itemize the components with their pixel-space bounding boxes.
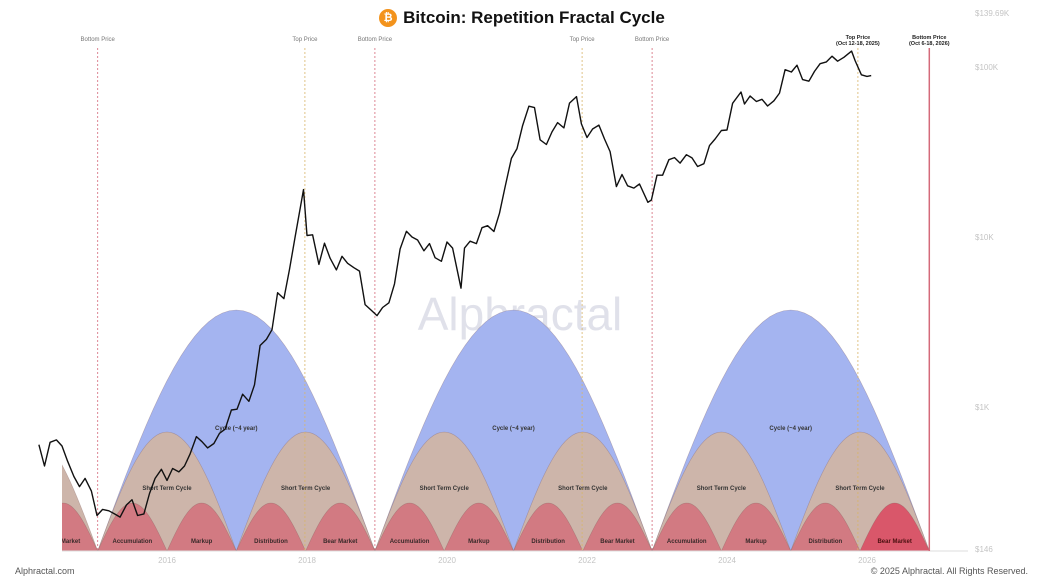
- bottom-price-label: Bottom Price: [912, 35, 946, 41]
- phase-label: Bear Market: [877, 539, 911, 545]
- phase-arc: [651, 502, 722, 552]
- left-mask: [0, 0, 62, 560]
- x-tick-label: 2026: [858, 556, 876, 565]
- bottom-price-label: Bottom Price: [358, 37, 393, 43]
- footer-copyright: © 2025 Alphractal. All Rights Reserved.: [870, 566, 1028, 576]
- phase-arc: [235, 502, 307, 552]
- right-mask: [930, 0, 1044, 560]
- phase-arc: [582, 502, 653, 552]
- short-term-label: Short Term Cycle: [420, 486, 470, 492]
- chart-title: ₿ Bitcoin: Repetition Fractal Cycle: [0, 8, 1044, 28]
- phase-label: Markup: [468, 539, 490, 545]
- cycle-label: Cycle (~4 year): [215, 426, 258, 432]
- x-tick-label: 2016: [158, 556, 176, 565]
- top-price-label: Top Price: [292, 37, 318, 43]
- bitcoin-icon: ₿: [379, 9, 398, 27]
- phase-arc: [513, 502, 584, 552]
- y-tick-label: $100K: [975, 63, 999, 72]
- phase-arc: [305, 502, 376, 552]
- x-tick-label: 2020: [438, 556, 456, 565]
- bottom-price-date: (Oct 6-18, 2026): [909, 41, 950, 47]
- phase-label: Markup: [745, 539, 767, 545]
- phase-label: Distribution: [531, 539, 565, 545]
- phase-arc: [720, 502, 792, 552]
- x-tick-label: 2022: [578, 556, 596, 565]
- title-text: Bitcoin: Repetition Fractal Cycle: [403, 8, 665, 27]
- short-term-label: Short Term Cycle: [142, 486, 192, 492]
- phase-arc: [374, 502, 445, 552]
- top-price-label: Top Price: [570, 37, 596, 43]
- phase-label: Markup: [191, 539, 213, 545]
- phase-label: Accumulation: [390, 539, 430, 545]
- footer-source[interactable]: Alphractal.com: [15, 566, 75, 576]
- phase-label: Accumulation: [667, 539, 707, 545]
- phase-label: Distribution: [254, 539, 288, 545]
- y-tick-label: $146: [975, 545, 993, 554]
- phase-label: Accumulation: [113, 539, 153, 545]
- phase-label: Distribution: [809, 539, 843, 545]
- y-tick-label: $1K: [975, 403, 990, 412]
- top-price-date: (Oct 12-18, 2025): [836, 41, 880, 47]
- phase-arc: [166, 502, 237, 552]
- phase-label: Bear Market: [600, 539, 634, 545]
- x-tick-label: 2024: [718, 556, 736, 565]
- bottom-price-label: Bottom Price: [635, 37, 670, 43]
- phase-arc: [790, 502, 861, 552]
- short-term-label: Short Term Cycle: [281, 486, 331, 492]
- y-tick-label: $139.69K: [975, 9, 1010, 18]
- x-tick-label: 2018: [298, 556, 316, 565]
- phase-arc: [859, 502, 930, 552]
- short-term-label: Short Term Cycle: [558, 486, 608, 492]
- y-tick-label: $10K: [975, 233, 994, 242]
- cycle-label: Cycle (~4 year): [492, 426, 535, 432]
- cycle-label: Cycle (~4 year): [769, 426, 812, 432]
- short-term-label: Short Term Cycle: [697, 486, 747, 492]
- top-price-label: Top Price: [846, 35, 871, 41]
- price-line: [38, 50, 872, 518]
- phase-label: Bear Market: [46, 539, 80, 545]
- phase-label: Bear Market: [323, 539, 357, 545]
- bottom-price-label: Bottom Price: [81, 37, 116, 43]
- phase-arc: [443, 502, 514, 552]
- short-term-label: Short Term Cycle: [835, 486, 885, 492]
